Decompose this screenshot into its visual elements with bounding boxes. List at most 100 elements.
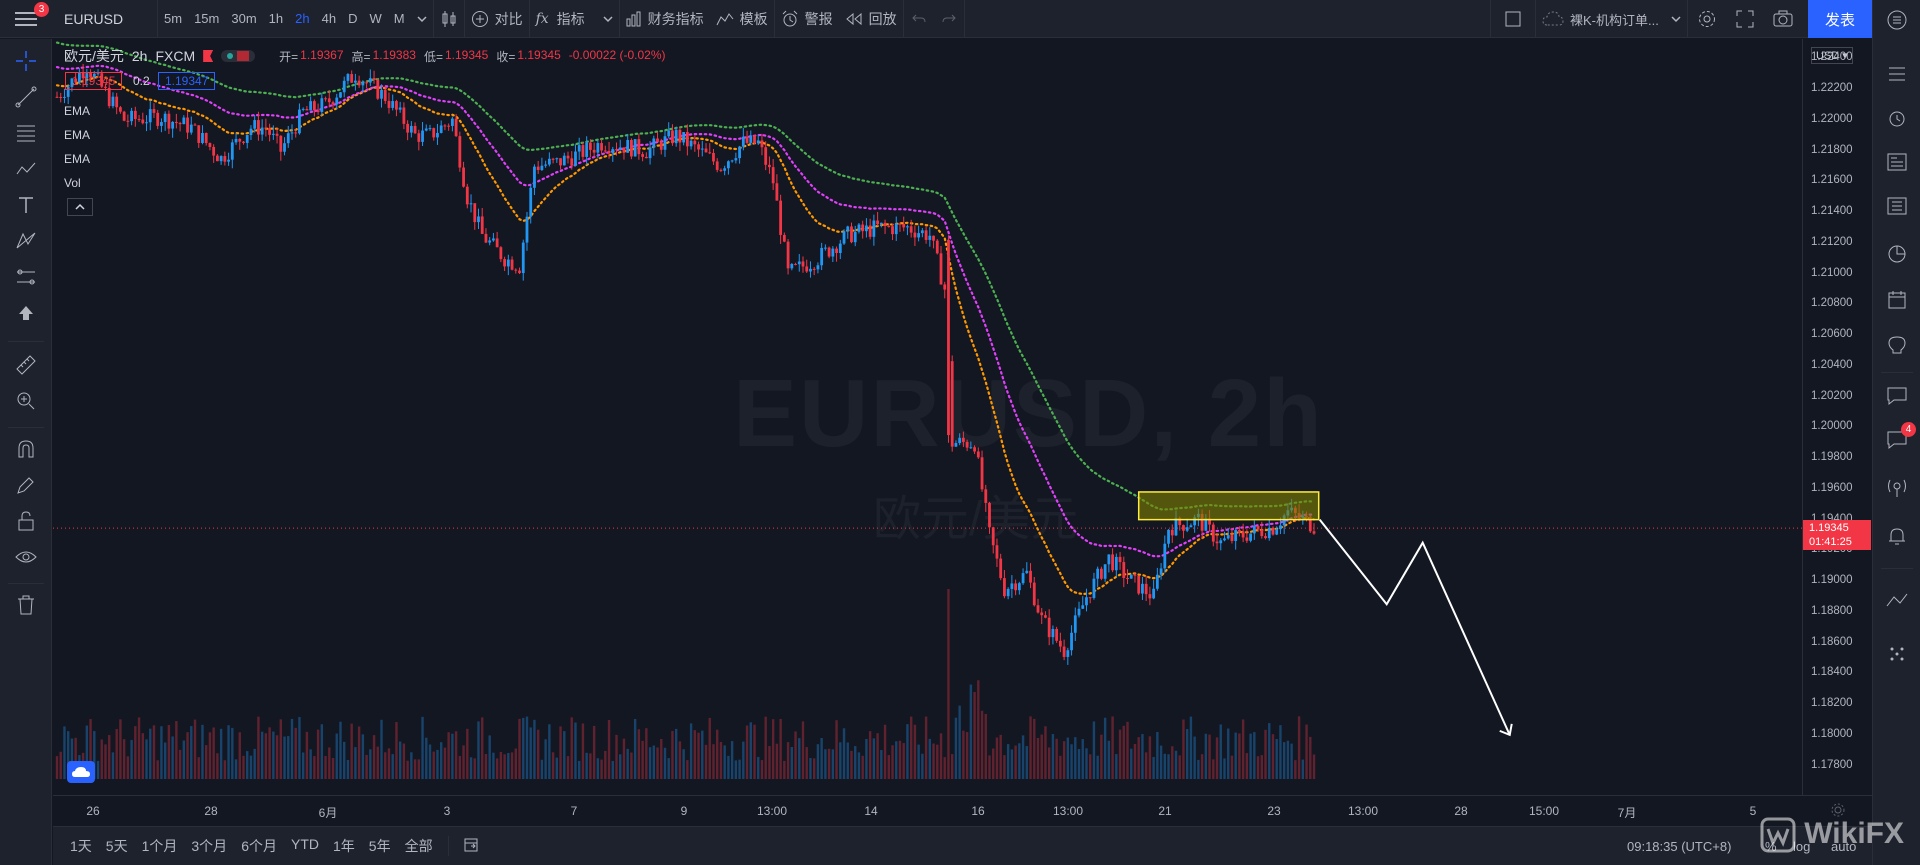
interval-dropdown[interactable]	[411, 0, 433, 38]
goto-date-button[interactable]	[457, 837, 487, 856]
hotlist-button[interactable]	[1883, 240, 1911, 268]
redo-button[interactable]	[934, 0, 964, 38]
more-button[interactable]	[1883, 640, 1911, 668]
alert-button[interactable]: 警报	[775, 0, 839, 38]
measure-tool[interactable]	[12, 351, 40, 379]
data-window-button[interactable]	[1883, 192, 1911, 220]
watchlist-menu-button[interactable]	[1883, 6, 1911, 34]
range-button[interactable]: 3个月	[191, 838, 228, 854]
streams-button[interactable]	[1883, 474, 1911, 502]
interval-D[interactable]: D	[348, 11, 358, 26]
settings-button[interactable]	[1688, 0, 1726, 38]
fib-tool[interactable]	[12, 119, 40, 147]
candle-body	[988, 502, 991, 528]
axis-settings-icon[interactable]	[1830, 802, 1846, 818]
currency-button[interactable]: USD ▾	[1811, 47, 1853, 64]
range-button[interactable]: YTD	[290, 836, 319, 852]
clock[interactable]: 09:18:35 (UTC+8)	[1627, 838, 1732, 854]
news-button[interactable]	[1883, 148, 1911, 176]
save-layout-button[interactable]: 裸K-机构订单...	[1536, 0, 1687, 38]
lock-tool[interactable]	[12, 507, 40, 535]
interval-4h[interactable]: 4h	[321, 11, 337, 26]
financials-button[interactable]: 财务指标	[620, 0, 710, 38]
trendline-tool[interactable]	[12, 83, 40, 111]
percent-toggle[interactable]: %	[1765, 838, 1777, 854]
snapshot-button[interactable]	[1764, 0, 1802, 38]
volume-bar	[473, 758, 476, 779]
ruler-icon	[16, 355, 36, 375]
range-button[interactable]: 1年	[332, 838, 355, 854]
interval-30m[interactable]: 30m	[231, 11, 257, 26]
interval-W[interactable]: W	[369, 11, 382, 26]
volume-bar	[798, 738, 801, 779]
indicator-ema-1[interactable]: EMA	[64, 104, 91, 118]
flag-icon[interactable]	[203, 50, 214, 62]
time-axis[interactable]: 26 28 6月 3 7 9 13:00 14 16 13:00 21 23 13:00 28 15:00 7…	[53, 795, 1872, 825]
xabcd-tool[interactable]	[12, 227, 40, 255]
price-axis[interactable]: USD ▾ 1.22400 1.22200 1.22000 1.21800 1.2160…	[1802, 39, 1872, 795]
candle-body	[1006, 589, 1010, 597]
private-chats-button[interactable]: 4	[1883, 422, 1916, 454]
interval-1h[interactable]: 1h	[268, 11, 284, 26]
range-button[interactable]: 5天	[105, 838, 128, 854]
candle-body	[167, 113, 171, 129]
market-status[interactable]	[221, 50, 256, 62]
fullscreen-button[interactable]	[1726, 0, 1764, 38]
pattern-tool[interactable]	[12, 155, 40, 183]
sell-button[interactable]: 1.19345	[65, 72, 123, 90]
auto-toggle[interactable]: auto	[1831, 838, 1857, 854]
trading-panel-button[interactable]	[1883, 586, 1911, 614]
alerts-button[interactable]	[1883, 104, 1911, 132]
crosshair-tool[interactable]	[12, 47, 40, 75]
layout-button[interactable]	[1491, 0, 1535, 38]
time-tick: 21	[1158, 804, 1172, 818]
zoom-tool[interactable]	[12, 387, 40, 415]
range-button[interactable]: 1天	[70, 838, 92, 854]
remove-drawings-tool[interactable]	[12, 591, 40, 619]
watchlist-button[interactable]	[1883, 60, 1911, 88]
indicator-ema-2[interactable]: EMA	[64, 128, 91, 142]
ideas-button[interactable]	[1883, 332, 1911, 360]
magnet-tool[interactable]	[12, 435, 40, 463]
range-button[interactable]: 6个月	[241, 838, 277, 854]
calendar-button[interactable]	[1883, 286, 1911, 314]
replay-button[interactable]: 回放	[839, 0, 903, 38]
interval-2h[interactable]: 2h	[295, 11, 310, 26]
stay-drawing-tool[interactable]	[12, 471, 40, 499]
undo-button[interactable]	[904, 0, 934, 38]
candle-body	[197, 125, 201, 143]
chart-style-button[interactable]	[434, 0, 464, 38]
collapse-legend-button[interactable]	[67, 198, 93, 216]
menu-button[interactable]: 3	[0, 0, 52, 38]
interval-5m[interactable]: 5m	[164, 11, 183, 26]
indicator-ema-3[interactable]: EMA	[64, 152, 91, 166]
wikifx-text: WikiFX	[1804, 816, 1904, 850]
tv-logo[interactable]	[67, 761, 95, 783]
publish-button[interactable]: 发表	[1808, 0, 1872, 38]
range-button[interactable]: 1个月	[141, 838, 178, 854]
volume-bar	[507, 752, 510, 779]
volume-bar	[954, 717, 958, 779]
range-button[interactable]: 全部	[404, 838, 433, 854]
range-button[interactable]: 5年	[368, 838, 391, 854]
symbol-title[interactable]: 欧元/美元	[64, 48, 124, 64]
candle-body	[928, 235, 932, 240]
compare-button[interactable]: 对比	[465, 0, 529, 38]
chats-button[interactable]	[1883, 382, 1911, 410]
indicators-button[interactable]: fx 指标	[530, 0, 619, 38]
log-toggle[interactable]: log	[1793, 838, 1811, 854]
price-chart[interactable]	[53, 39, 1802, 795]
chart-pane[interactable]: EURUSD, 2h 欧元/美元	[53, 39, 1802, 795]
interval-15m[interactable]: 15m	[194, 11, 220, 26]
text-tool[interactable]	[12, 191, 40, 219]
icon-tool[interactable]	[12, 299, 40, 327]
indicator-volume[interactable]: Vol	[64, 176, 81, 190]
buy-button[interactable]: 1.19347	[158, 72, 216, 90]
notifications-button[interactable]	[1883, 522, 1911, 550]
candle-body	[782, 234, 786, 242]
forecast-tool[interactable]	[12, 263, 40, 291]
hide-drawings-tool[interactable]	[12, 543, 40, 571]
templates-button[interactable]: 模板	[710, 0, 774, 38]
interval-M[interactable]: M	[393, 11, 405, 26]
symbol-search[interactable]: EURUSD	[64, 10, 124, 27]
